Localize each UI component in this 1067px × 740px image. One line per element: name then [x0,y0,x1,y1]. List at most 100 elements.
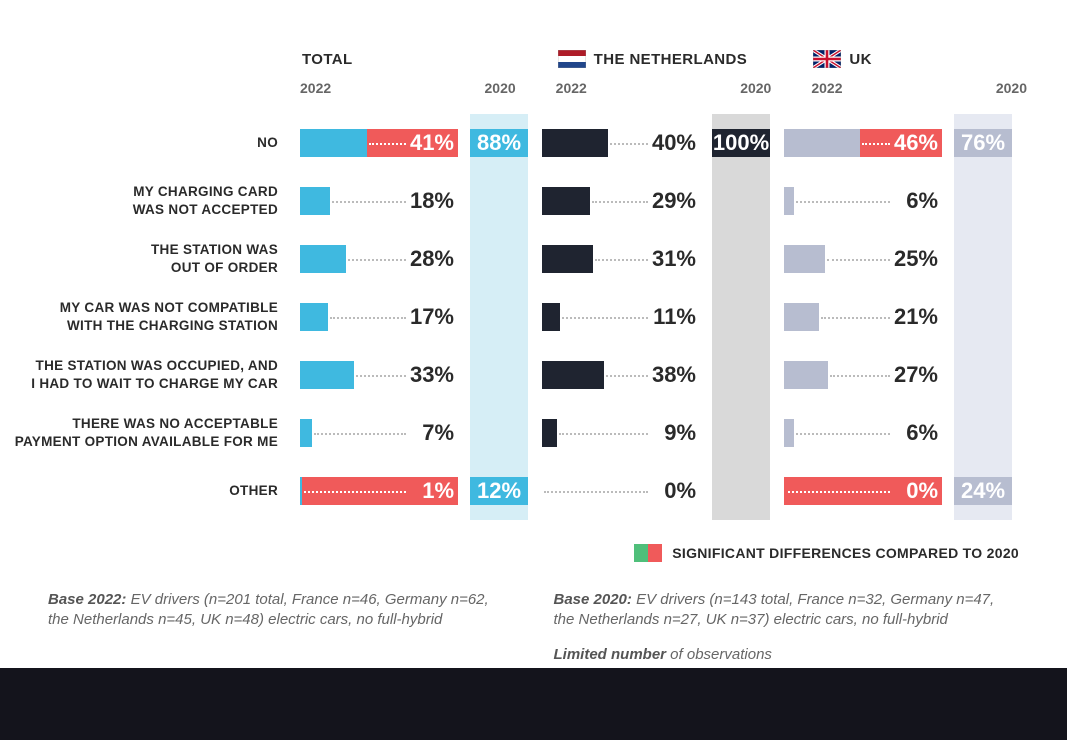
row-label: OTHER [0,482,300,500]
cell-total: 1% 12% [300,462,542,520]
bar-2022: 17% [300,303,458,331]
row-label: NO [0,134,300,152]
cell-nl: 0% [542,462,784,520]
row-label: THE STATION WASOUT OF ORDER [0,241,300,277]
bar-2022: 21% [784,303,942,331]
column-header-nl: THE NETHERLANDS [556,50,812,68]
cell-nl: 40%100% [542,114,784,172]
bar-2022: 7% [300,419,458,447]
bar-2022: 9% [542,419,700,447]
legend-swatch [634,544,662,562]
footnotes: Base 2022: EV drivers (n=201 total, Fran… [0,562,1067,665]
cell-total: 7% [300,404,542,462]
value-2022: 9% [664,420,696,446]
legend: SIGNIFICANT DIFFERENCES COMPARED TO 2020 [0,520,1067,562]
chart-container: TOTALTHE NETHERLANDS UK 2022202020222020… [0,0,1067,685]
data-row: MY CAR WAS NOT COMPATIBLEWITH THE CHARGI… [0,288,1067,346]
data-row: NO 41% 88% 40%100%46% 76% [0,114,1067,172]
value-2022: 0% [664,478,696,504]
bar-2020 [954,187,1012,215]
bar-2022: 29% [542,187,700,215]
cell-uk: 46% 76% [784,114,1026,172]
chart-rows: NO 41% 88% 40%100%46% 76% MY CHARGING CARDWAS… [0,114,1067,520]
year-headers: 202220202022202020222020 [0,80,1067,96]
cell-uk: 0% 24% [784,462,1026,520]
bar-2020 [470,419,528,447]
data-row: THE STATION WAS OCCUPIED, ANDI HAD TO WA… [0,346,1067,404]
bar-2020 [712,187,770,215]
cell-nl: 11% [542,288,784,346]
value-2022: 33% [410,362,454,388]
cell-uk: 27% [784,346,1026,404]
footnote-2020: Base 2020: EV drivers (n=143 total, Fran… [554,590,1020,665]
value-2022: 11% [653,304,696,330]
value-2022: 28% [410,246,454,272]
bar-2022: 33% [300,361,458,389]
value-2022: 27% [894,362,938,388]
bar-2020 [470,361,528,389]
bar-2020: 24% [954,477,1012,505]
bar-2020 [712,477,770,505]
footer-bar [0,668,1067,740]
value-2022: 41% [410,130,454,156]
bar-2022: 28% [300,245,458,273]
bar-2020: 12% [470,477,528,505]
cell-total: 33% [300,346,542,404]
bar-2022: 0% [784,477,942,505]
year-pair: 20222020 [811,80,1067,96]
bar-2022: 46% [784,129,942,157]
row-label: THERE WAS NO ACCEPTABLEPAYMENT OPTION AV… [0,415,300,451]
bar-2020 [712,303,770,331]
cell-uk: 21% [784,288,1026,346]
bar-2022: 41% [300,129,458,157]
bar-2020 [954,303,1012,331]
cell-total: 18% [300,172,542,230]
data-row: THERE WAS NO ACCEPTABLEPAYMENT OPTION AV… [0,404,1067,462]
bar-2020 [470,245,528,273]
column-header-total: TOTAL [300,50,556,68]
column-headers: TOTALTHE NETHERLANDS UK [0,44,1067,74]
bar-2020 [712,419,770,447]
value-2020: 24% [961,478,1005,504]
bar-2022: 31% [542,245,700,273]
bar-2020 [712,361,770,389]
value-2022: 18% [410,188,454,214]
value-2020: 88% [477,130,521,156]
value-2022: 6% [906,420,938,446]
bar-2020 [470,187,528,215]
cell-nl: 38% [542,346,784,404]
year-pair: 20222020 [556,80,812,96]
value-2022: 0% [906,478,938,504]
bar-2020 [470,303,528,331]
bar-2022: 40% [542,129,700,157]
bar-2022: 38% [542,361,700,389]
bar-2020 [954,245,1012,273]
value-2020: 76% [961,130,1005,156]
bar-2022: 25% [784,245,942,273]
cell-total: 28% [300,230,542,288]
value-2022: 25% [894,246,938,272]
value-2022: 1% [422,478,454,504]
value-2022: 38% [652,362,696,388]
bar-2020: 76% [954,129,1012,157]
value-2022: 6% [906,188,938,214]
cell-total: 17% [300,288,542,346]
cell-nl: 9% [542,404,784,462]
row-label: THE STATION WAS OCCUPIED, ANDI HAD TO WA… [0,357,300,393]
bar-2022: 0% [542,477,700,505]
value-2022: 29% [652,188,696,214]
cell-total: 41% 88% [300,114,542,172]
bar-2020 [712,245,770,273]
data-row: MY CHARGING CARDWAS NOT ACCEPTED 18% 29% 6% [0,172,1067,230]
value-2022: 17% [410,304,454,330]
value-2022: 7% [422,420,454,446]
bar-2022: 6% [784,419,942,447]
column-header-uk: UK [811,50,1067,68]
cell-uk: 6% [784,404,1026,462]
row-label: MY CHARGING CARDWAS NOT ACCEPTED [0,183,300,219]
bar-2020: 88% [470,129,528,157]
data-row: THE STATION WASOUT OF ORDER 28% 31% 25% [0,230,1067,288]
value-2020: 12% [477,478,521,504]
legend-text: SIGNIFICANT DIFFERENCES COMPARED TO 2020 [672,545,1019,561]
bar-2022: 1% [300,477,458,505]
